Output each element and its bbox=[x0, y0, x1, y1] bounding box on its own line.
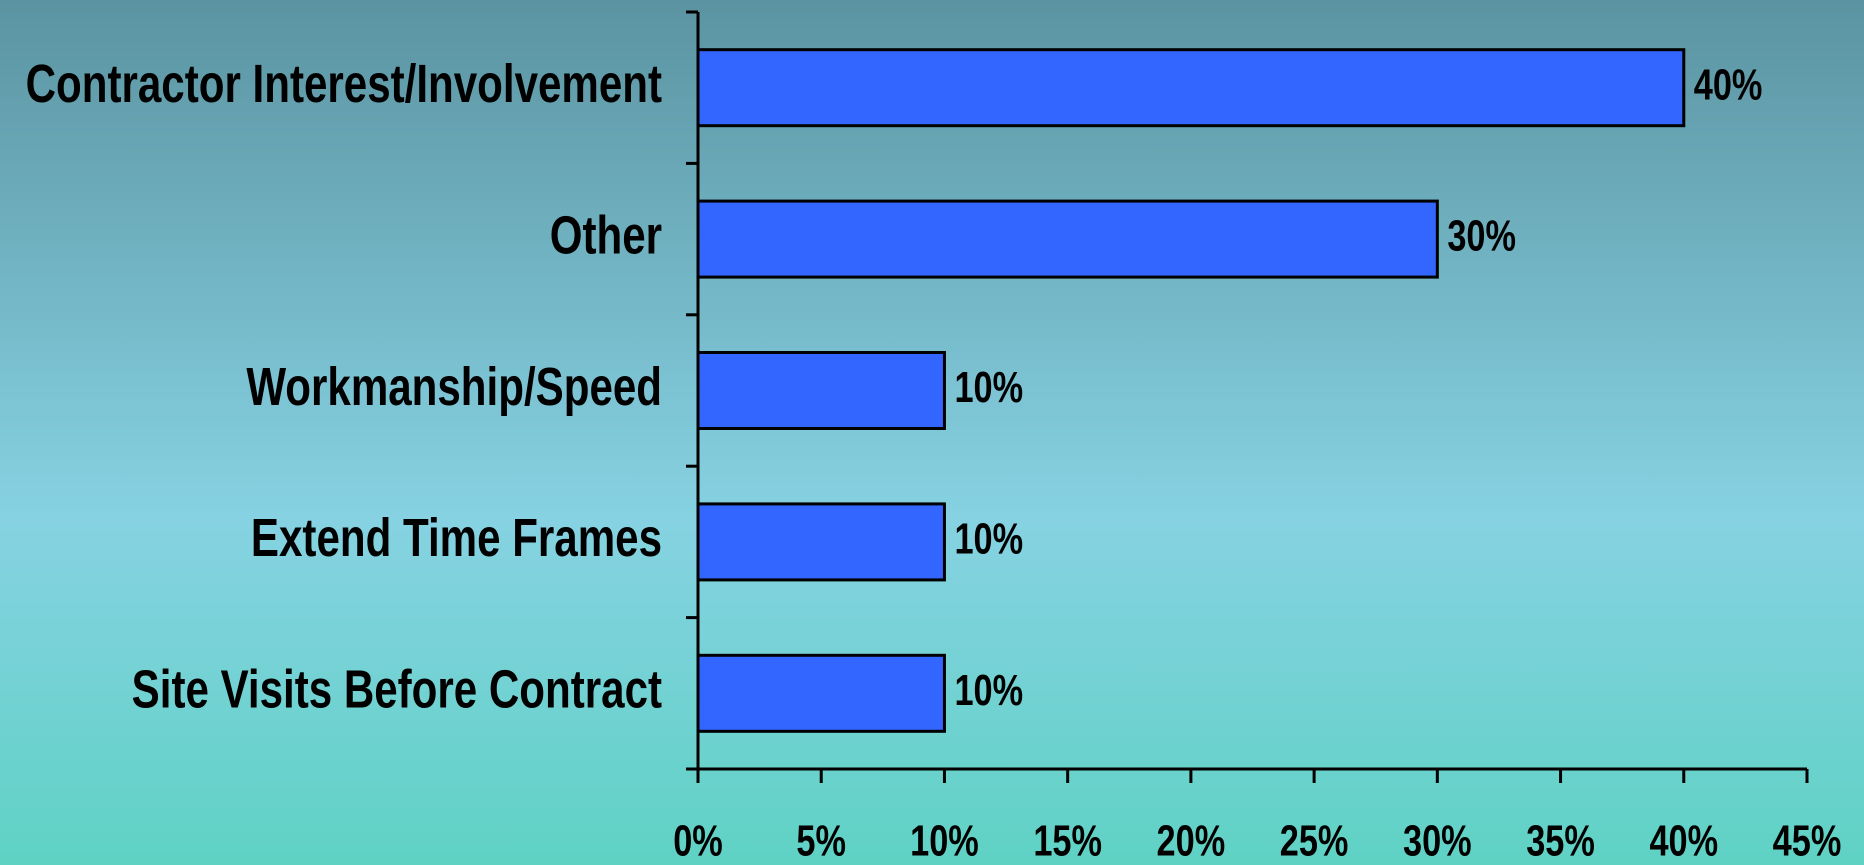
x-tick-label: 15% bbox=[1033, 817, 1102, 865]
bar bbox=[696, 48, 1686, 128]
value-label: 10% bbox=[954, 666, 1023, 715]
value-label: 40% bbox=[1694, 60, 1763, 109]
bar bbox=[696, 653, 946, 733]
x-tick-label: 5% bbox=[796, 817, 846, 865]
x-tick-label: 25% bbox=[1280, 817, 1349, 865]
x-tick-label: 10% bbox=[910, 817, 979, 865]
y-tick-label: Extend Time Frames bbox=[251, 508, 662, 568]
x-tick-label: 45% bbox=[1773, 817, 1842, 865]
bar bbox=[696, 199, 1439, 279]
x-tick-label: 20% bbox=[1157, 817, 1226, 865]
y-tick-label: Other bbox=[550, 205, 662, 265]
x-tick-label: 40% bbox=[1649, 817, 1718, 865]
y-tick-label: Workmanship/Speed bbox=[246, 357, 662, 417]
x-tick-label: 30% bbox=[1403, 817, 1472, 865]
y-tick-label: Contractor Interest/Involvement bbox=[26, 54, 662, 114]
y-tick-label: Site Visits Before Contract bbox=[132, 660, 662, 720]
bar bbox=[696, 351, 946, 430]
value-label: 10% bbox=[954, 514, 1023, 563]
value-label: 30% bbox=[1447, 212, 1516, 261]
value-label: 10% bbox=[954, 363, 1023, 412]
x-tick-label: 35% bbox=[1526, 817, 1595, 865]
x-tick-label: 0% bbox=[673, 817, 723, 865]
bar bbox=[696, 502, 946, 582]
